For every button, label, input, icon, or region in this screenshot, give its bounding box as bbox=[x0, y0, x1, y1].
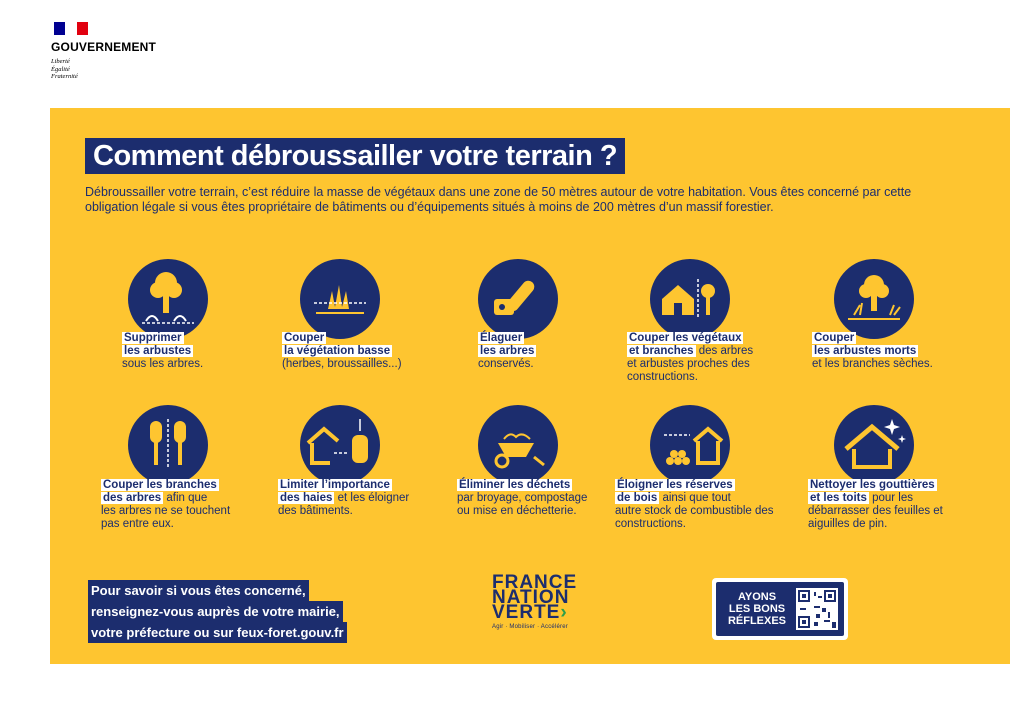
woodpile-house-icon bbox=[650, 405, 730, 485]
item-7-caption: Limiter l’importance des haies et les él… bbox=[278, 479, 410, 517]
qr-code-icon[interactable] bbox=[796, 588, 838, 630]
government-motto: Liberté Égalité Fraternité bbox=[51, 58, 78, 80]
house-tree-icon bbox=[650, 259, 730, 339]
government-logo: GOUVERNEMENT Liberté Égalité Fraternité bbox=[51, 22, 156, 81]
clean-roof-icon bbox=[834, 405, 914, 485]
item-10-caption: Nettoyer les gouttières et les toits pou… bbox=[808, 479, 943, 530]
ayons-les-bons-reflexes-badge: AYONS LES BONS RÉFLEXES bbox=[712, 578, 848, 640]
wheelbarrow-icon bbox=[478, 405, 558, 485]
government-name: GOUVERNEMENT bbox=[51, 40, 157, 54]
hedge-house-icon bbox=[300, 405, 380, 485]
item-4-caption: Couper les végétaux et branches des arbr… bbox=[627, 332, 754, 383]
item-8-caption: Éliminer les déchets par broyage, compos… bbox=[457, 479, 588, 517]
info-box: Pour savoir si vous êtes concerné, rense… bbox=[88, 580, 347, 643]
dead-shrub-icon bbox=[834, 259, 914, 339]
grass-cut-icon bbox=[300, 259, 380, 339]
item-5-caption: Couper les arbustes morts et les branche… bbox=[812, 332, 933, 370]
item-2-caption: Couper la végétation basse (herbes, brou… bbox=[282, 332, 402, 370]
chainsaw-icon bbox=[478, 259, 558, 339]
item-1-caption: Supprimer les arbustes sous les arbres. bbox=[122, 332, 204, 370]
trimmed-trees-icon bbox=[128, 405, 208, 485]
intro-text: Débroussailler votre terrain, c’est rédu… bbox=[85, 185, 912, 214]
item-9-caption: Éloigner les réserves de bois ainsi que … bbox=[615, 479, 774, 530]
france-nation-verte-logo: FRANCE NATION VERTE› Agir · Mobiliser · … bbox=[492, 572, 578, 630]
flag-icon bbox=[54, 22, 88, 35]
tree-bushes-icon bbox=[128, 259, 208, 339]
page-title: Comment débroussailler votre terrain ? bbox=[85, 138, 626, 174]
poster-panel: Comment débroussailler votre terrain ? D… bbox=[50, 108, 1010, 664]
item-6-caption: Couper les branches des arbres afin que … bbox=[101, 479, 231, 530]
item-3-caption: Élaguer les arbres conservés. bbox=[478, 332, 537, 370]
